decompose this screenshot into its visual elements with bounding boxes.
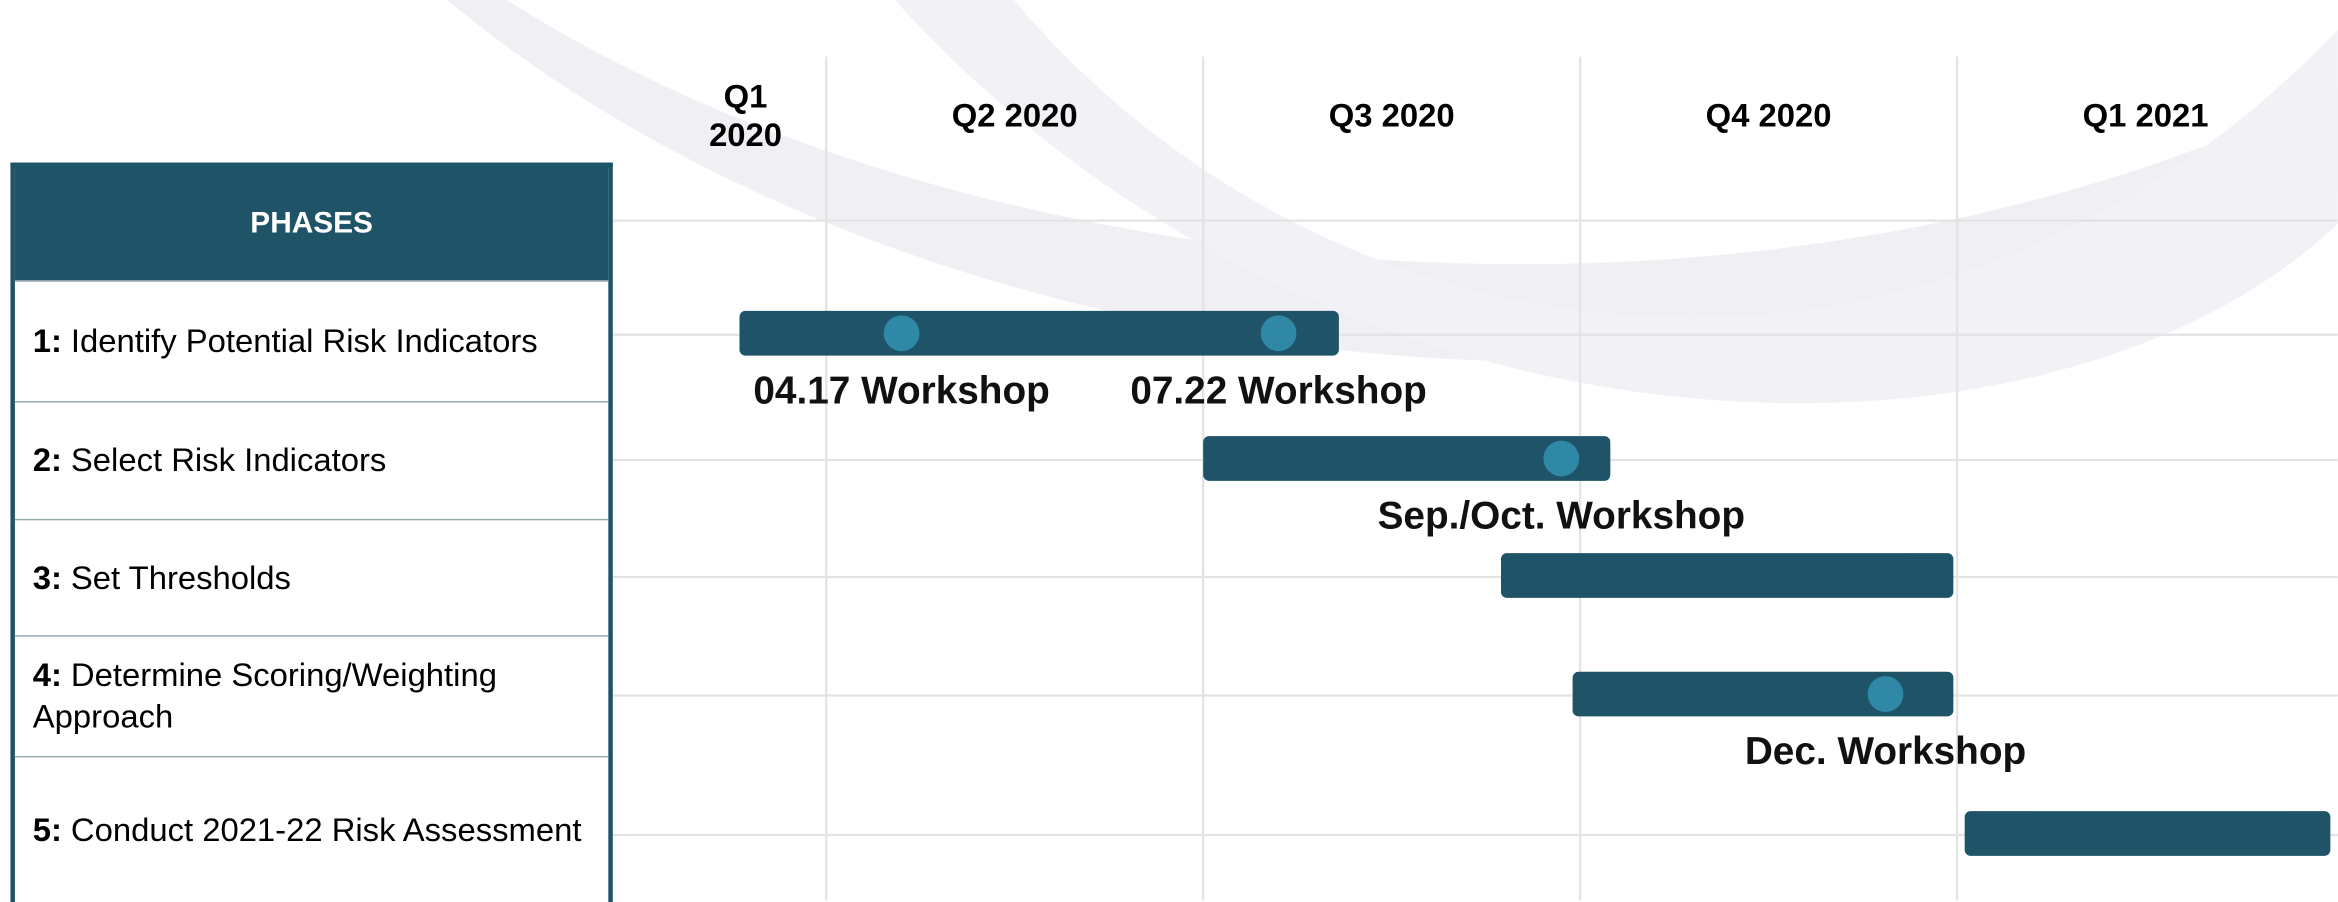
phases-table: PHASES 1:Identify Potential Risk Indicat…: [10, 163, 612, 902]
phase-row: 3:Set Thresholds: [15, 519, 608, 635]
phase-name: Determine Scoring/Weighting Approach: [33, 656, 497, 735]
milestone-label: 07.22 Workshop: [1130, 369, 1426, 412]
phases-header: PHASES: [15, 167, 608, 280]
phase-row: 4:Determine Scoring/Weighting Approach: [15, 635, 608, 756]
milestone-label: Dec. Workshop: [1745, 730, 2026, 773]
phase-text: 5:Conduct 2021-22 Risk Assessment: [33, 809, 582, 851]
phase-name: Set Thresholds: [71, 558, 291, 595]
period-label: Q3 2020: [1203, 72, 1580, 161]
period-label: Q1 2021: [1957, 72, 2334, 161]
milestone-label: Sep./Oct. Workshop: [1378, 495, 1745, 538]
milestone: [1261, 315, 1297, 351]
milestone: [1543, 441, 1579, 477]
phase-row: 2:Select Risk Indicators: [15, 401, 608, 519]
gantt-chart: 04.17 Workshop 07.22 Workshop Sep./Oct. Wo…: [0, 0, 2338, 901]
phase-text: 1:Identify Potential Risk Indicators: [33, 321, 538, 363]
phase-text: 3:Set Thresholds: [33, 557, 291, 599]
phase-number: 1:: [33, 322, 62, 359]
phase-text: 4:Determine Scoring/Weighting Approach: [33, 655, 591, 738]
period-label: Q4 2020: [1580, 72, 1957, 161]
milestone-label: 04.17 Workshop: [753, 369, 1049, 412]
milestone: [1868, 676, 1904, 712]
milestone: [884, 315, 920, 351]
phase-text: 2:Select Risk Indicators: [33, 440, 387, 482]
phase-number: 3:: [33, 558, 62, 595]
task-bar: [1965, 811, 2331, 856]
task-bar: [739, 311, 1338, 356]
phase-name: Select Risk Indicators: [71, 441, 386, 478]
phase-name: Identify Potential Risk Indicators: [71, 322, 538, 359]
period-label: Q2 2020: [826, 72, 1203, 161]
phase-number: 5:: [33, 810, 62, 847]
phase-row: 1:Identify Potential Risk Indicators: [15, 280, 608, 401]
phase-number: 2:: [33, 441, 62, 478]
phase-number: 4:: [33, 656, 62, 693]
task-bar: [1501, 553, 1953, 598]
phase-row: 5:Conduct 2021-22 Risk Assessment: [15, 756, 608, 902]
period-label: Q1 2020: [701, 72, 790, 161]
phase-name: Conduct 2021-22 Risk Assessment: [71, 810, 582, 847]
